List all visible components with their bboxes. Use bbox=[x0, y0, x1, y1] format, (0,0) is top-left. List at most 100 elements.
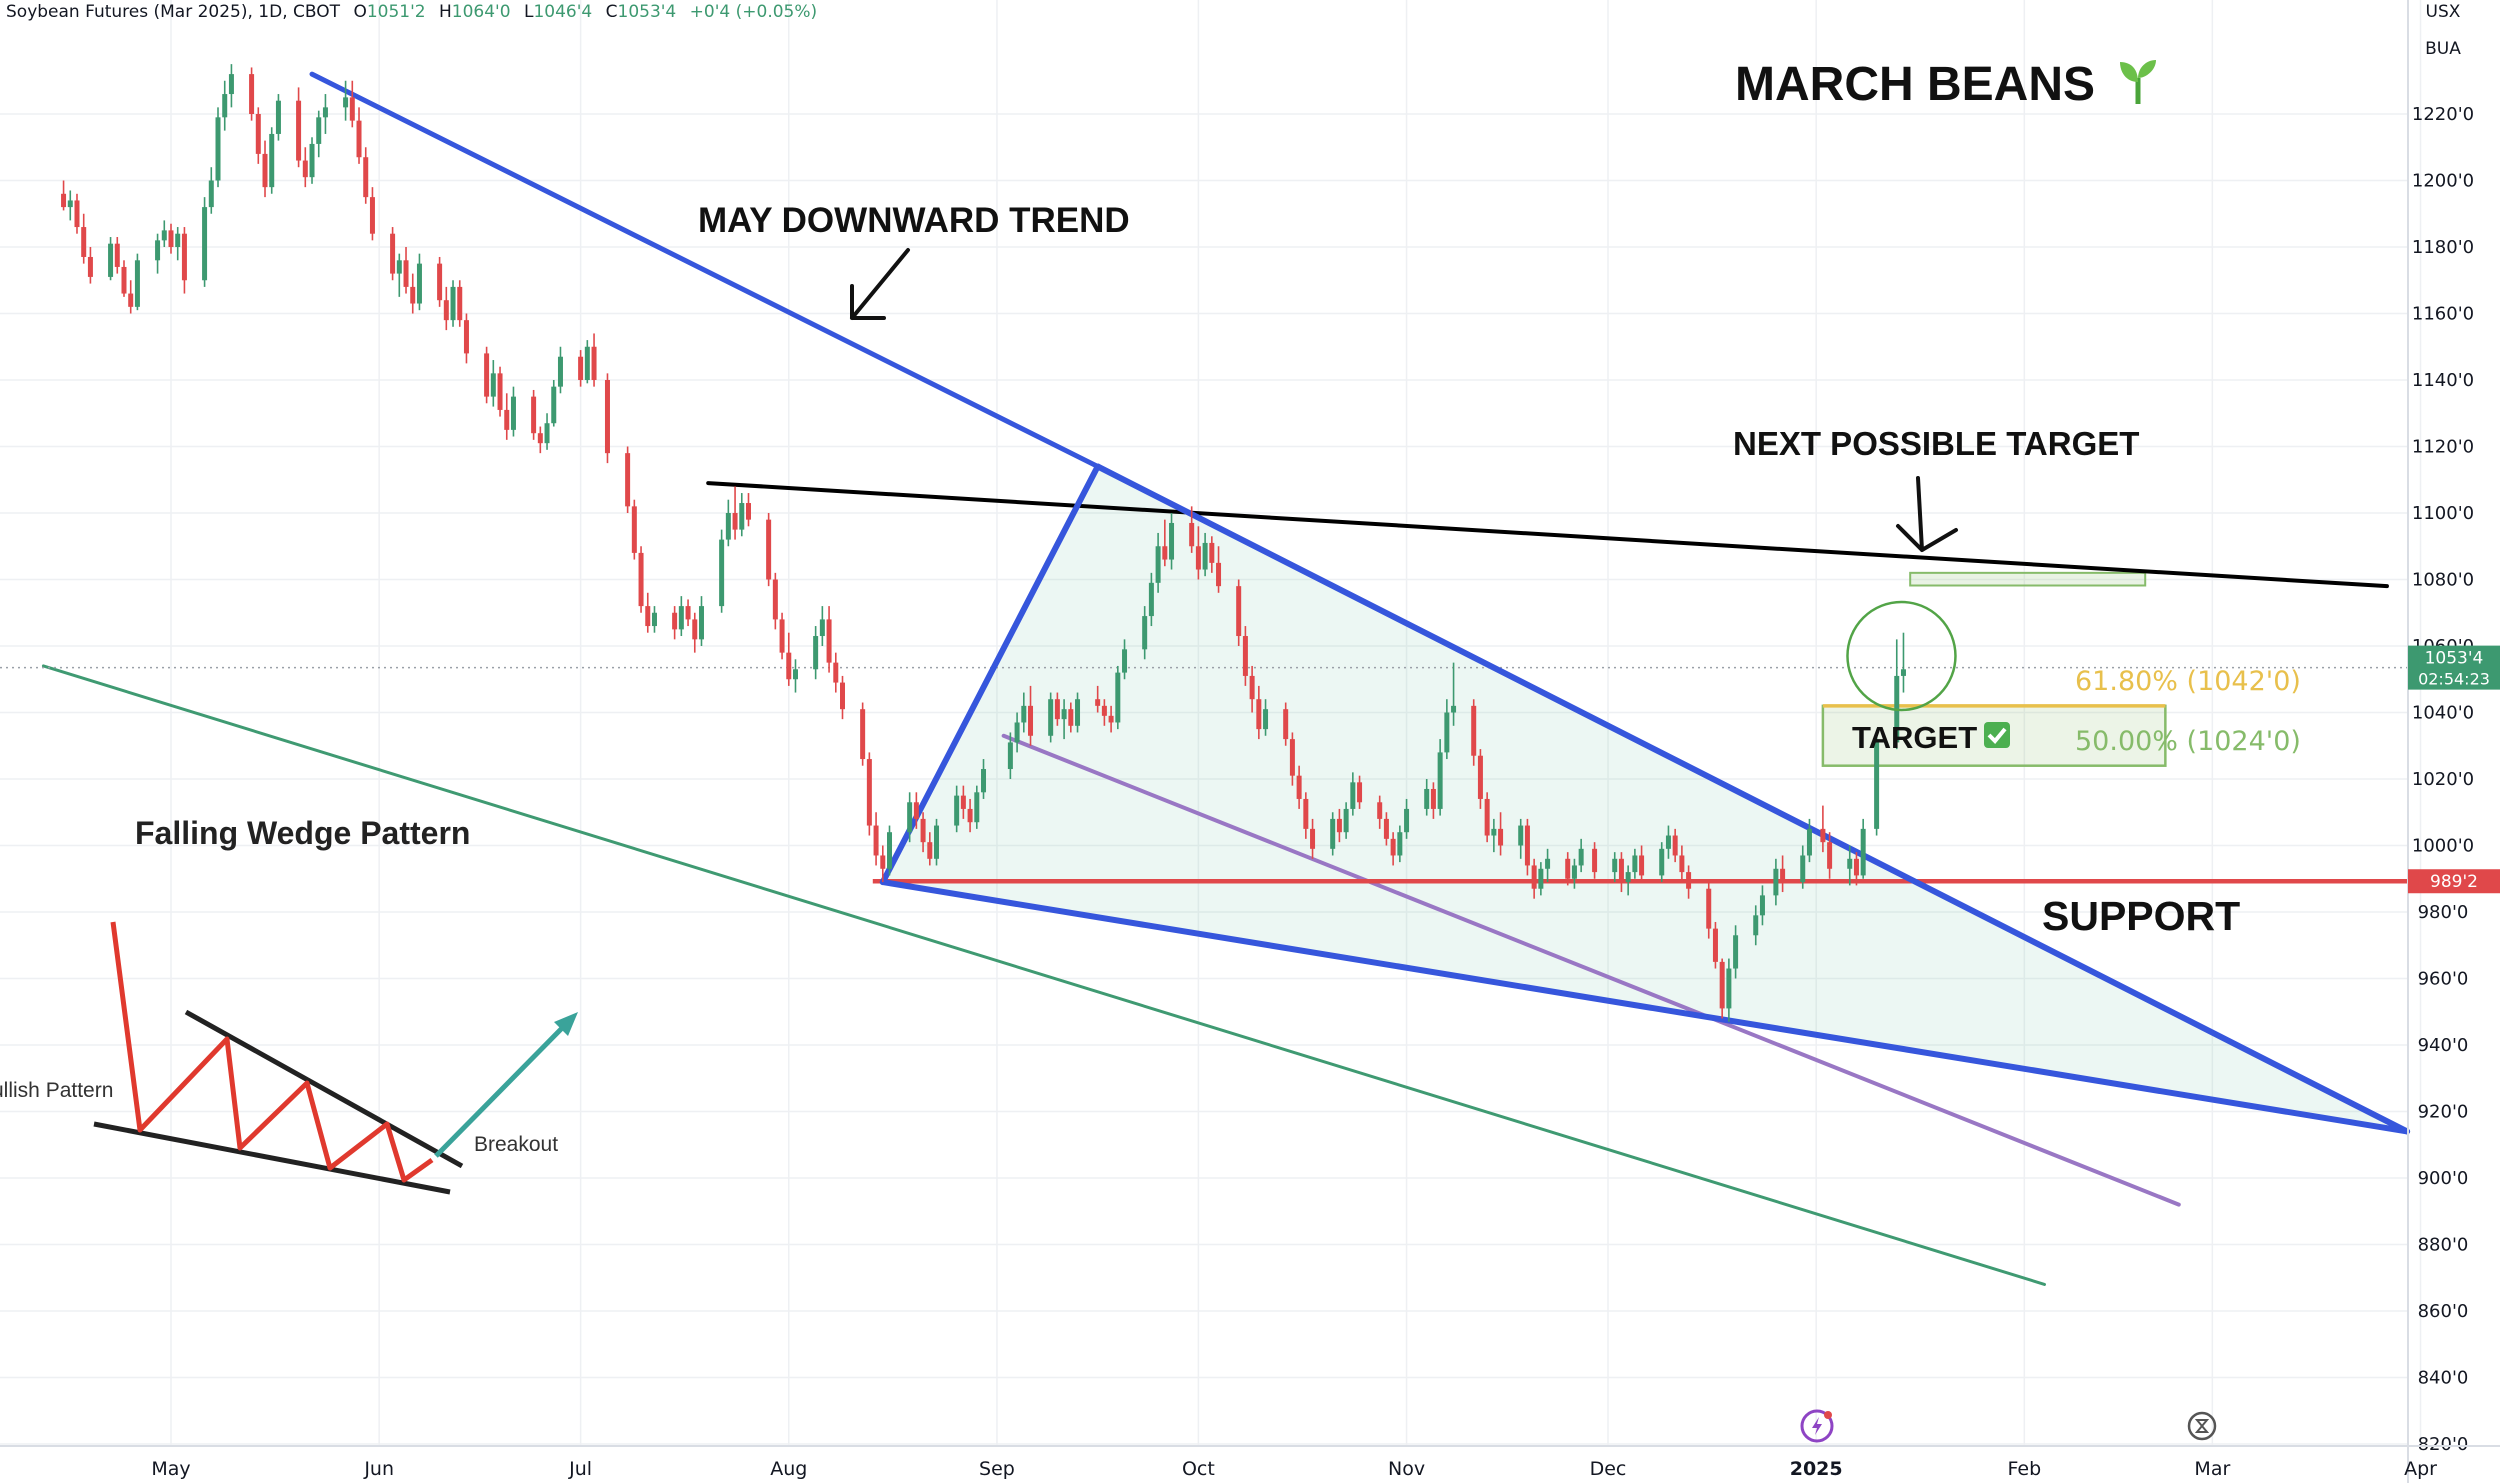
candle-body bbox=[249, 74, 255, 114]
candle bbox=[322, 94, 328, 134]
x-tick-label: 2025 bbox=[1790, 1458, 1843, 1480]
candle bbox=[651, 606, 657, 633]
wedge-lower-line[interactable] bbox=[879, 879, 2411, 1135]
candle bbox=[1477, 749, 1483, 809]
wedge-upper-line[interactable] bbox=[1094, 463, 2411, 1135]
support-label: SUPPORT bbox=[2042, 893, 2240, 939]
candle-body bbox=[497, 373, 503, 410]
candle-body bbox=[1155, 546, 1161, 583]
candle-body bbox=[678, 606, 684, 630]
candle bbox=[1471, 699, 1477, 766]
candle bbox=[396, 253, 402, 297]
candle bbox=[1625, 865, 1631, 896]
candle bbox=[1874, 732, 1880, 836]
candle bbox=[114, 237, 120, 274]
candle bbox=[504, 393, 510, 440]
candle bbox=[591, 333, 597, 387]
candle-body bbox=[416, 263, 422, 304]
candle-body bbox=[1518, 825, 1524, 846]
support-price-tag[interactable]: 989'2 bbox=[2408, 869, 2500, 894]
candle bbox=[927, 832, 933, 866]
candle bbox=[1853, 852, 1859, 886]
y-tick-label: 860'0 bbox=[2418, 1301, 2469, 1322]
candle-body bbox=[1672, 835, 1678, 856]
candle-body bbox=[121, 266, 127, 294]
candle bbox=[208, 167, 214, 214]
candle bbox=[302, 147, 308, 188]
support-tag-value: 989'2 bbox=[2430, 872, 2478, 892]
candle-body bbox=[363, 157, 369, 198]
candle bbox=[604, 373, 610, 464]
hourglass-icon[interactable] bbox=[2187, 1411, 2217, 1441]
candle bbox=[1303, 792, 1309, 839]
candle-body bbox=[1095, 699, 1101, 706]
time-axis[interactable]: May Jun Jul Aug Sep Oct Nov Dec 2025 Feb Mar Apr bbox=[0, 1445, 2500, 1480]
candle-body bbox=[591, 346, 597, 380]
candle-body bbox=[128, 293, 134, 307]
candle bbox=[1054, 692, 1060, 726]
purple-trend-line[interactable] bbox=[1001, 733, 2181, 1207]
currency-label[interactable]: USX bbox=[2426, 2, 2461, 22]
candle-body bbox=[638, 552, 644, 607]
fib-50-label: 50.00% (1024'0) bbox=[2075, 726, 2301, 757]
unit-label[interactable]: BUA bbox=[2425, 39, 2461, 59]
candle bbox=[1075, 692, 1081, 733]
candle bbox=[1491, 818, 1497, 853]
candle bbox=[1430, 782, 1436, 819]
candle-body bbox=[296, 100, 302, 161]
candle bbox=[1216, 546, 1222, 593]
green-channel-line[interactable] bbox=[41, 664, 2046, 1286]
candle-body bbox=[1538, 868, 1544, 889]
candle bbox=[1095, 685, 1101, 713]
trend-arrow-icon bbox=[850, 248, 910, 320]
candle bbox=[316, 110, 322, 158]
high-label: H bbox=[439, 2, 452, 22]
candle-body bbox=[1719, 961, 1725, 1009]
candle-body bbox=[578, 356, 584, 380]
may-downtrend-line[interactable] bbox=[309, 71, 1101, 469]
candle bbox=[1578, 838, 1584, 873]
candle-body bbox=[1477, 755, 1483, 799]
candle-body bbox=[1625, 872, 1631, 883]
y-tick-label: 1080'0 bbox=[2412, 570, 2474, 591]
candle-body bbox=[873, 825, 879, 856]
candle bbox=[168, 223, 174, 254]
candle bbox=[269, 127, 275, 194]
header-legend: Soybean Futures (Mar 2025), 1D, CBOT O10… bbox=[6, 2, 817, 22]
candle bbox=[1148, 572, 1154, 627]
candle-body bbox=[1048, 699, 1054, 736]
candle bbox=[1263, 699, 1269, 736]
last-price-tag[interactable]: 1053'402:54:23 bbox=[2408, 645, 2500, 690]
candle-body bbox=[437, 263, 443, 301]
candle bbox=[255, 107, 261, 164]
candle-body bbox=[155, 240, 161, 261]
candle-body bbox=[1357, 782, 1363, 803]
candle bbox=[907, 792, 913, 843]
fib-618-label: 61.80% (1042'0) bbox=[2075, 666, 2301, 697]
lightning-icon[interactable] bbox=[1800, 1409, 1834, 1443]
candle-body bbox=[1827, 842, 1833, 869]
candle bbox=[1484, 792, 1490, 843]
resistance-line[interactable] bbox=[706, 481, 2389, 589]
y-tick-label: 840'0 bbox=[2418, 1368, 2469, 1389]
candle-body bbox=[625, 453, 631, 507]
candle bbox=[1719, 958, 1725, 1019]
candle bbox=[792, 659, 798, 693]
candle bbox=[954, 785, 960, 833]
candle-body bbox=[537, 433, 543, 444]
candle-body bbox=[1571, 865, 1577, 879]
candle bbox=[1665, 825, 1671, 859]
candle-body bbox=[1531, 865, 1537, 889]
candle bbox=[1847, 845, 1853, 886]
candle-body bbox=[1565, 858, 1571, 879]
candle bbox=[87, 247, 93, 284]
price-axis[interactable]: 1220'0 1200'0 1180'0 1160'0 1140'0 1120'0 1100… bbox=[2407, 0, 2500, 1483]
candle-body bbox=[672, 612, 678, 630]
candle bbox=[1679, 845, 1685, 883]
candle-body bbox=[1289, 739, 1295, 776]
candle-body bbox=[698, 606, 704, 640]
candle-body bbox=[1686, 872, 1692, 889]
candle bbox=[296, 87, 302, 168]
candle bbox=[228, 64, 234, 108]
